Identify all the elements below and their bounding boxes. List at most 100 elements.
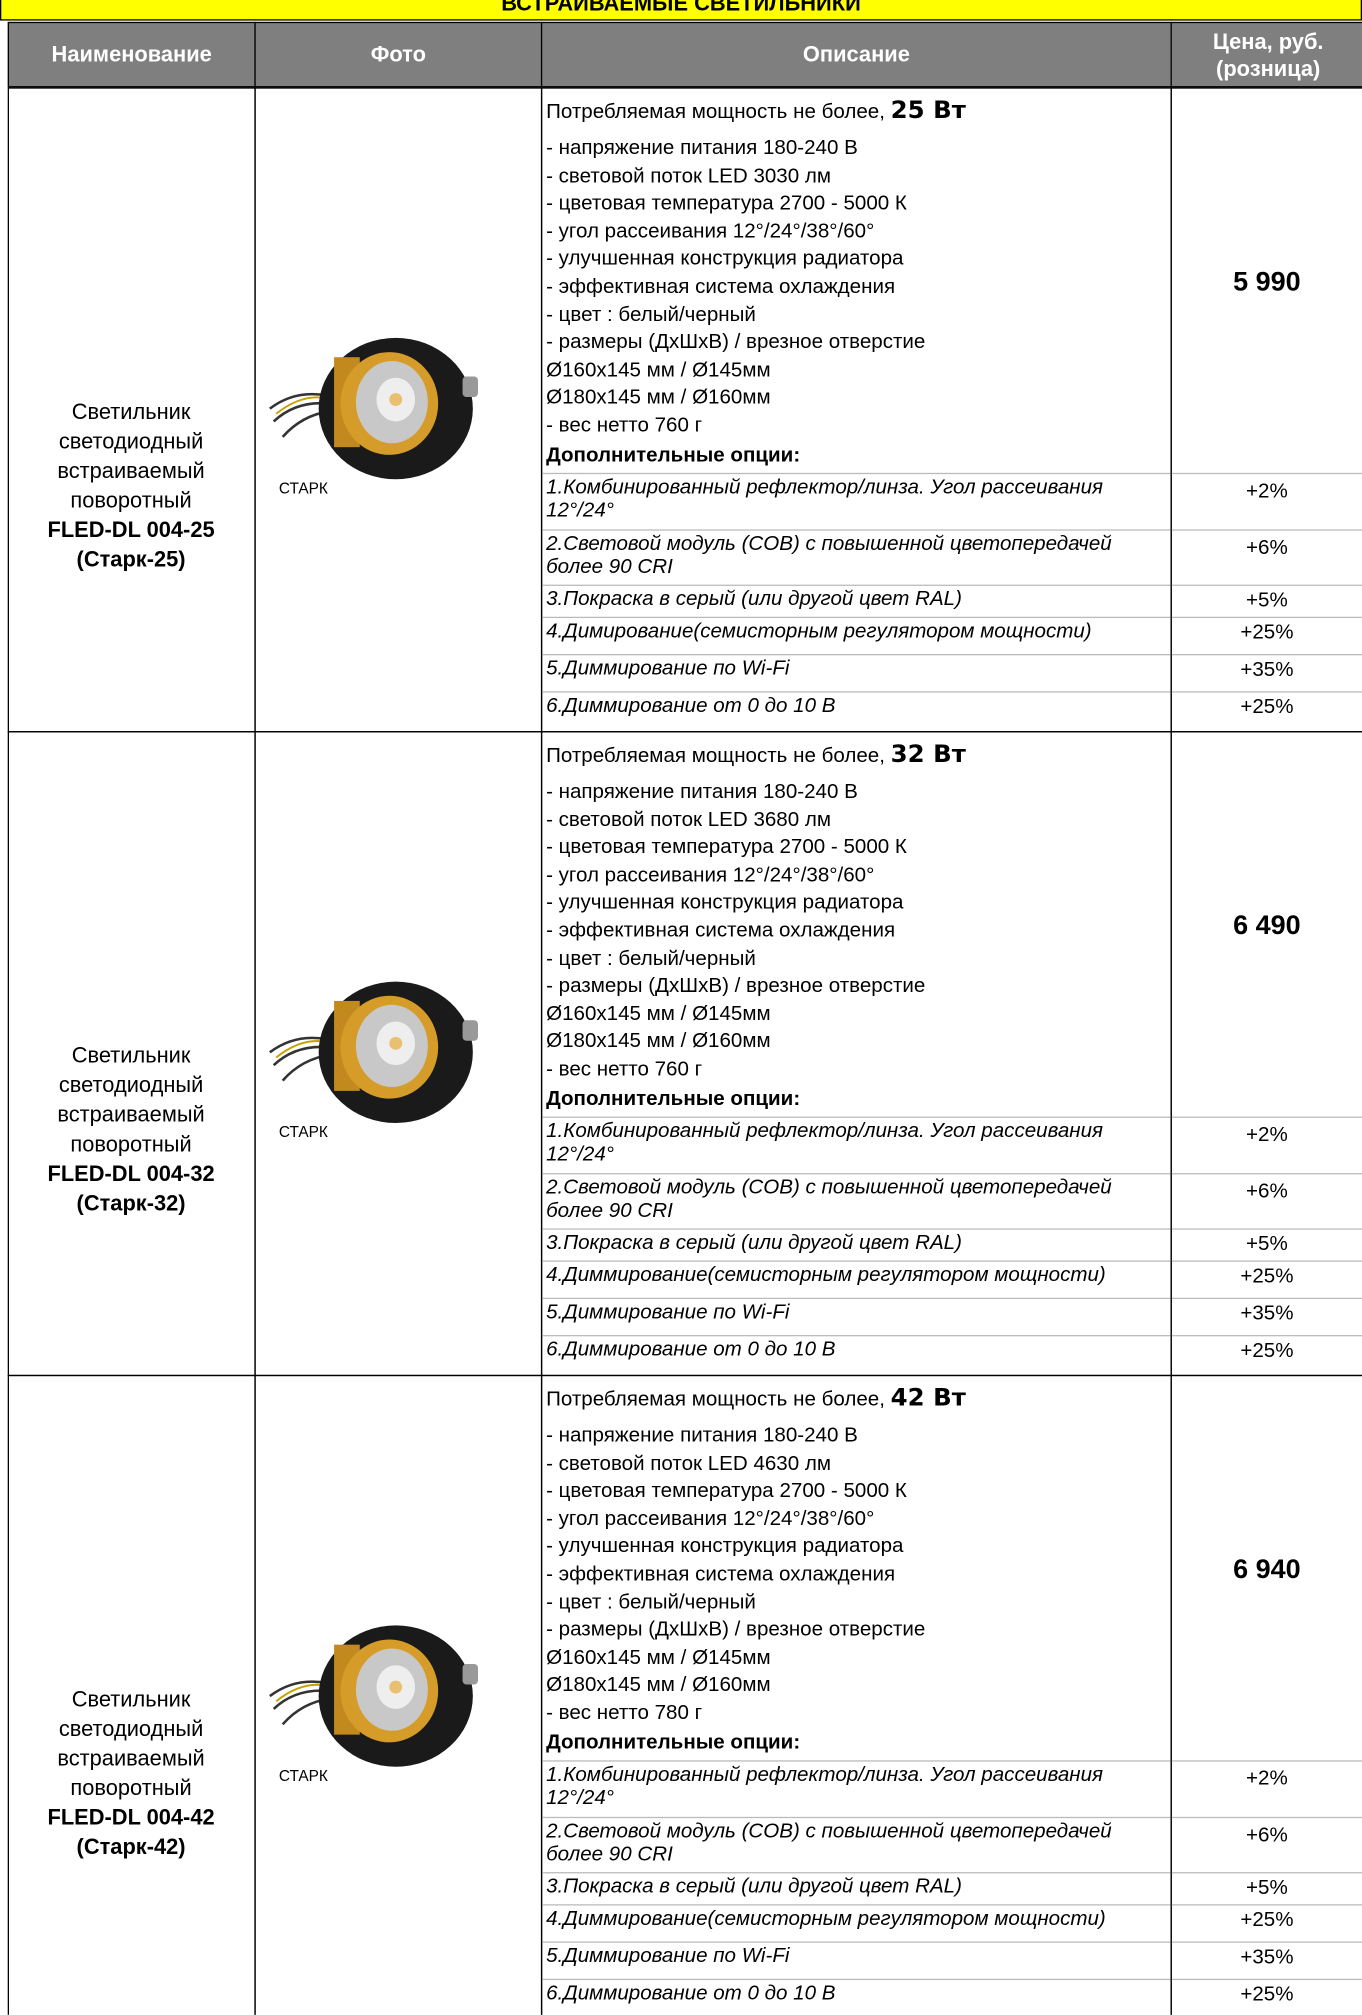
price: 6 940 <box>1233 1554 1301 1585</box>
option-separator <box>542 1260 1171 1262</box>
spec-line: Ø180х145 мм / Ø160мм <box>546 1674 771 1697</box>
option-price: +25% <box>1240 1983 1294 2006</box>
option-price: +6% <box>1246 537 1288 559</box>
option-price: +25% <box>1240 1909 1294 1932</box>
option-separator <box>542 1228 1171 1230</box>
power-label: Потребляемая мощность не более, <box>546 745 885 768</box>
product-name-cell: Светильник светодиодный встраиваемый пов… <box>8 731 255 1375</box>
option-text: 1.Комбинированный рефлектор/линза. Угол … <box>546 1764 1104 1810</box>
column-header: Фото <box>254 21 543 88</box>
option-separator <box>542 1335 1171 1337</box>
option-price: +6% <box>1246 1180 1288 1203</box>
option-separator <box>542 1816 1171 1819</box>
spec-line: Ø180х145 мм / Ø160мм <box>546 1030 771 1053</box>
option-price: +35% <box>1240 1946 1294 1969</box>
option-separator <box>542 472 1171 475</box>
power-value: 42 Вт <box>890 1383 966 1413</box>
option-separator <box>1171 1941 1362 1943</box>
option-separator <box>1171 616 1362 619</box>
option-text: 4.Диммирование(семисторным регулятором м… <box>546 1908 1106 1930</box>
spec-line: - световой поток LED 4630 лм <box>546 1452 832 1475</box>
spec-line: - улучшенная конструкция радиатора <box>546 248 904 271</box>
spec-line: Ø160х145 мм / Ø145мм <box>546 1003 771 1026</box>
option-text: 3.Покраска в серый (или другой цвет RAL) <box>546 1875 962 1898</box>
option-separator <box>1171 1816 1362 1819</box>
option-price: +5% <box>1246 1877 1288 1900</box>
spec-line: Ø160х145 мм / Ø145мм <box>546 1646 771 1669</box>
option-separator <box>542 529 1171 531</box>
options-title: Дополнительные опции: <box>546 1732 801 1754</box>
option-price: +2% <box>1246 1768 1288 1790</box>
option-text: 3.Покраска в серый (или другой цвет RAL) <box>546 588 962 611</box>
photo-label: СТАРК <box>278 1123 328 1141</box>
spec-line: - размеры (ДхШхВ) / врезное отверстие <box>546 1619 926 1642</box>
option-text: 2.Световой модуль (COB) с повышенной цве… <box>546 1820 1112 1866</box>
spec-line: Ø180х145 мм / Ø160мм <box>546 387 771 410</box>
option-price: +25% <box>1240 1340 1294 1362</box>
option-separator <box>542 1941 1171 1943</box>
title: ВСТРАИВАЕМЫЕ СВЕТИЛЬНИКИ <box>0 0 1362 21</box>
option-text: 1.Комбинированный рефлектор/линза. Угол … <box>546 476 1104 522</box>
spec-line: - цветовая температура 2700 - 5000 К <box>546 1480 907 1503</box>
product-name-cell: Светильник светодиодный встраиваемый пов… <box>8 1375 255 2015</box>
spec-line: - световой поток LED 3030 лм <box>546 165 832 188</box>
spec-line: - вес нетто 760 г <box>546 1058 703 1081</box>
spec-line: - цвет : белый/черный <box>546 1591 756 1614</box>
spec-line: Ø160х145 мм / Ø145мм <box>546 359 771 382</box>
spec-line: - напряжение питания 180-240 В <box>546 1424 858 1447</box>
product-photo <box>269 337 478 480</box>
product-photo <box>269 981 478 1124</box>
option-text: 2.Световой модуль (COB) с повышенной цве… <box>546 1176 1112 1222</box>
option-separator <box>542 616 1171 619</box>
option-separator <box>1171 472 1362 475</box>
option-separator <box>1171 691 1362 693</box>
option-price: +2% <box>1246 1124 1288 1147</box>
option-separator <box>1171 529 1362 531</box>
option-separator <box>542 1173 1171 1175</box>
option-separator <box>1171 1297 1362 1300</box>
spec-line: - эффективная система охлаждения <box>546 276 896 299</box>
option-separator <box>1171 584 1362 586</box>
price: 6 490 <box>1233 910 1301 941</box>
product-name: Светильник светодиодный встраиваемый пов… <box>57 1042 205 1156</box>
option-text: 4.Диммирование(семисторным регулятором м… <box>546 1264 1106 1287</box>
spec-line: - угол рассеивания 12°/24°/38°/60° <box>546 864 875 887</box>
option-separator <box>542 1116 1171 1118</box>
power-line: Потребляемая мощность не более, 32 Вт <box>546 741 966 769</box>
options-title: Дополнительные опции: <box>546 444 801 467</box>
option-text: 6.Диммирование от 0 до 10 В <box>546 695 836 717</box>
option-separator <box>1171 1260 1362 1262</box>
spec-line: - напряжение питания 180-240 В <box>546 137 858 160</box>
spec-line: - цветовая температура 2700 - 5000 К <box>546 192 907 215</box>
option-text: 4.Димирование(семисторным регулятором мо… <box>546 620 1092 643</box>
option-separator <box>1171 1173 1362 1175</box>
photo-label: СТАРК <box>278 1766 328 1785</box>
product-photo <box>269 1625 478 1767</box>
spec-line: - цветовая температура 2700 - 5000 К <box>546 836 907 859</box>
product-name-cell: Светильник светодиодный встраиваемый пов… <box>8 87 255 731</box>
column-header: Наименование <box>7 21 256 88</box>
spec-line: - вес нетто 780 г <box>546 1702 703 1725</box>
product-alias: (Старк-32) <box>76 1190 186 1215</box>
spec-line: - цвет : белый/черный <box>546 303 756 326</box>
spec-line: - размеры (ДхШхВ) / врезное отверстие <box>546 331 926 354</box>
option-separator <box>1171 1228 1362 1230</box>
option-separator <box>542 1978 1171 1981</box>
option-separator <box>1171 1872 1362 1874</box>
product-model: FLED-DL 004-25 <box>47 517 215 542</box>
spec-line: - эффективная система охлаждения <box>546 1563 896 1586</box>
power-value: 25 Вт <box>890 96 966 125</box>
spec-line: - угол рассеивания 12°/24°/38°/60° <box>546 220 875 243</box>
option-text: 5.Диммирование по Wi-Fi <box>546 657 790 680</box>
option-price: +25% <box>1240 1265 1294 1288</box>
option-text: 6.Диммирование от 0 до 10 В <box>546 1982 836 2005</box>
option-price: +35% <box>1240 659 1294 681</box>
option-separator <box>1171 1335 1362 1337</box>
options-title: Дополнительные опции: <box>546 1088 801 1111</box>
option-separator <box>542 1872 1171 1874</box>
column-header-text: Описание <box>802 42 910 67</box>
product-alias: (Старк-25) <box>76 546 186 572</box>
product-model: FLED-DL 004-32 <box>47 1160 215 1186</box>
option-separator <box>542 584 1171 586</box>
